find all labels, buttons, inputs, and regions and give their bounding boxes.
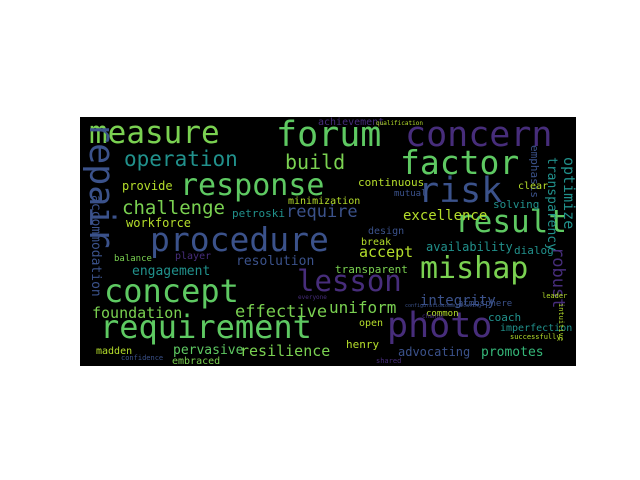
word-procedure: procedure: [150, 220, 329, 259]
word-everyone: everyone: [298, 294, 327, 301]
word-risk: risk: [418, 171, 503, 211]
word-cloud: measure forum concern operation factor r…: [80, 117, 576, 366]
word-change: change: [422, 313, 444, 320]
word-concept: concept: [104, 272, 239, 310]
word-transparent: transparent: [335, 263, 408, 276]
word-optimize: optimize: [560, 157, 576, 230]
word-excellence: excellence: [403, 208, 488, 224]
word-availability: availability: [426, 240, 513, 254]
word-foundation: foundation: [92, 304, 183, 322]
word-common: common: [426, 309, 459, 319]
word-transparency: transparency: [544, 157, 559, 251]
word-concern: concern: [405, 117, 553, 155]
word-lesson: lesson: [297, 264, 402, 298]
word-shared: shared: [376, 357, 402, 365]
word-integrity: integrity: [420, 293, 496, 309]
word-response: response: [180, 168, 325, 203]
word-open: open: [359, 318, 384, 329]
word-intuitive: intuitive: [557, 303, 565, 341]
word-promotes: promotes: [481, 345, 544, 360]
word-mutual: mutual: [394, 189, 427, 199]
word-uniform: uniform: [329, 298, 397, 317]
word-forum: forum: [276, 117, 382, 155]
word-coach: coach: [488, 311, 522, 324]
word-player: player: [175, 251, 212, 262]
word-break: break: [361, 237, 392, 248]
word-petroski: petroski: [232, 207, 285, 220]
word-requirement: requirement: [100, 308, 312, 346]
word-embraced: embraced: [172, 356, 221, 367]
word-resolution: resolution: [236, 254, 315, 269]
word-achievement: achievement: [318, 117, 385, 128]
word-accommodation: accommodation: [88, 195, 103, 297]
word-require: require: [286, 202, 358, 222]
word-factor: factor: [400, 143, 520, 182]
word-build: build: [285, 150, 346, 174]
word-imperfection: imperfection: [500, 323, 573, 334]
word-communicating: communicating: [442, 303, 482, 309]
word-henry: henry: [346, 338, 380, 351]
word-madden: madden: [96, 346, 133, 357]
word-photo: photo: [387, 306, 493, 346]
word-design: design: [368, 226, 405, 237]
word-successfully: successfully: [510, 333, 561, 341]
word-advocating: advocating: [398, 345, 471, 359]
word-accept: accept: [359, 243, 414, 261]
word-continuous: continuous: [358, 176, 425, 189]
word-dialog: dialog: [514, 244, 554, 257]
word-qualification: qualification: [376, 120, 423, 127]
word-workforce: workforce: [126, 216, 192, 230]
word-pervasive: pervasive: [173, 343, 244, 358]
word-solving: solving: [493, 198, 540, 211]
word-minimization: minimization: [288, 196, 361, 207]
word-balance: balance: [114, 254, 152, 264]
word-result: result: [455, 204, 567, 240]
word-provide: provide: [122, 179, 173, 193]
word-operation: operation: [124, 147, 238, 171]
word-configuration: configuration: [405, 303, 445, 309]
word-mishap: mishap: [420, 251, 529, 286]
word-measure: measure: [89, 117, 220, 151]
word-effective: effective: [235, 302, 328, 322]
word-engagement: engagement: [132, 264, 211, 279]
word-leader: leader: [542, 292, 568, 300]
word-resilience: resilience: [240, 342, 331, 360]
word-clear: clear: [518, 181, 549, 192]
word-confidence: confidence: [121, 354, 164, 362]
word-challenge: challenge: [122, 197, 225, 219]
word-atmosphere: atmosphere: [458, 299, 513, 309]
